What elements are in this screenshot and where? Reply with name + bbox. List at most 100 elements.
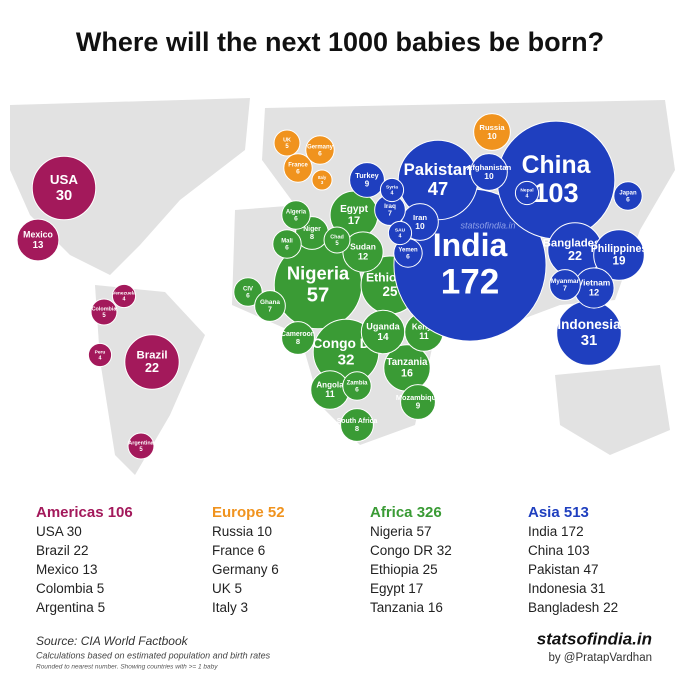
brand: statsofindia.in [537, 629, 652, 648]
fine-print: Rounded to nearest number. Showing count… [36, 664, 218, 671]
bubble-value: 10 [484, 171, 494, 181]
bubble-value: 7 [388, 210, 392, 218]
bubble-value: 6 [406, 253, 410, 260]
bubble-label: Philippines [591, 243, 648, 255]
bubble [593, 229, 645, 281]
bubble-value: 6 [626, 196, 630, 203]
bubble-value: 6 [318, 150, 322, 157]
bubble-value: 5 [285, 144, 289, 150]
bubble-value: 32 [338, 351, 355, 368]
legend-country: India [528, 524, 558, 539]
legend-country: Mexico [36, 562, 79, 577]
legend-value: 172 [561, 524, 584, 539]
bubble-label: Iraq [384, 203, 396, 210]
legend-total: 326 [417, 504, 442, 521]
bubble-value: 9 [365, 180, 370, 189]
legend-item: Italy 3 [212, 600, 248, 615]
legend-header: Americas 106 [36, 504, 133, 521]
legend-value: 5 [235, 581, 243, 596]
legend-country: Colombia [36, 581, 94, 596]
bubble-value: 31 [581, 333, 598, 349]
legend-item: Brazil 22 [36, 543, 89, 558]
bubble-label: Myanmar [551, 278, 580, 285]
legend-region: Africa [370, 504, 413, 521]
bubble-value: 10 [487, 131, 497, 141]
legend-region: Europe [212, 504, 264, 521]
legend-header: Africa 326 [370, 504, 442, 521]
bubble [340, 408, 374, 442]
bubble-value: 6 [355, 386, 359, 393]
bubble [31, 155, 97, 221]
bubble-label: India [433, 227, 508, 263]
bubble-label: Sudan [350, 242, 376, 252]
bubble-value: 172 [441, 262, 500, 301]
bubble-label: Italy [318, 175, 327, 180]
bubble-value: 57 [307, 284, 330, 306]
bubble-label: Cameroon [281, 331, 315, 338]
legend-item: Ethiopia 25 [370, 562, 438, 577]
bubble-label: Argentina [128, 440, 154, 446]
bubble-label: Yemen [398, 247, 418, 253]
bubble [127, 432, 155, 460]
legend-value: 31 [590, 581, 605, 596]
legend-region: Americas [36, 504, 104, 521]
legend-total: 106 [108, 504, 133, 521]
bubble-value: 4 [99, 355, 102, 361]
legend-header: Europe 52 [212, 504, 285, 521]
legend-item: Egypt 17 [370, 581, 423, 596]
legend-country: Nigeria [370, 524, 413, 539]
bubble-value: 5 [335, 241, 339, 247]
legend-item: Indonesia 31 [528, 581, 605, 596]
legend-value: 57 [417, 524, 432, 539]
bubble [305, 135, 335, 165]
bubble [87, 342, 113, 368]
bubble-value: 12 [358, 252, 368, 262]
bubble [272, 229, 302, 259]
bubble-label: Vietnam [578, 278, 611, 288]
bubble [323, 226, 351, 254]
legend-country: China [528, 543, 564, 558]
bubble [111, 283, 137, 309]
bubble-value: 6 [285, 244, 289, 251]
legend-total: 52 [268, 504, 285, 521]
bubble-label: Afghanistan [467, 163, 512, 172]
bubble-value: 11 [325, 389, 334, 399]
legend-country: Russia [212, 524, 254, 539]
bubble-label: Pakistan [404, 160, 473, 179]
bubble-label: Peru [95, 350, 106, 356]
bubble-value: 22 [145, 361, 159, 375]
legend-item: UK 5 [212, 581, 242, 596]
bubble-label: Turkey [355, 171, 379, 180]
bubble-label: Uganda [366, 321, 400, 331]
source: Source: CIA World Factbook [36, 634, 189, 648]
bubble [349, 162, 385, 198]
legend-item: Tanzania 16 [370, 600, 443, 615]
legend-value: 3 [241, 600, 249, 615]
legend-country: Egypt [370, 581, 405, 596]
bubble-value: 103 [533, 177, 578, 208]
bubble-label: Russia [479, 123, 505, 132]
bubble-label: Nepal [520, 188, 533, 194]
bubble-value: 11 [419, 331, 428, 341]
legend-total: 513 [564, 504, 589, 521]
legend-country: Argentina [36, 600, 94, 615]
bubble-label: Ghana [260, 299, 280, 306]
legend-value: 16 [428, 600, 443, 615]
byline: by @PratapVardhan [548, 652, 652, 664]
bubble-value: 5 [102, 313, 106, 319]
legend-country: France [212, 543, 254, 558]
bubble-label: Kenya [412, 323, 437, 332]
bubble-label: Bangladesh [543, 238, 608, 250]
bubble [387, 220, 413, 246]
bubble [124, 334, 180, 390]
legend-value: 22 [74, 543, 89, 558]
bubble-label: Mozambique [396, 393, 440, 402]
bubble-value: 3 [321, 180, 324, 185]
legend-item: Germany 6 [212, 562, 279, 577]
bubble-label: South Africa [337, 418, 378, 425]
legend-value: 22 [603, 600, 618, 615]
legend-item: Russia 10 [212, 524, 272, 539]
bubble-value: 19 [613, 254, 626, 267]
legend-item: Pakistan 47 [528, 562, 599, 577]
bubble-value: 22 [568, 249, 582, 263]
